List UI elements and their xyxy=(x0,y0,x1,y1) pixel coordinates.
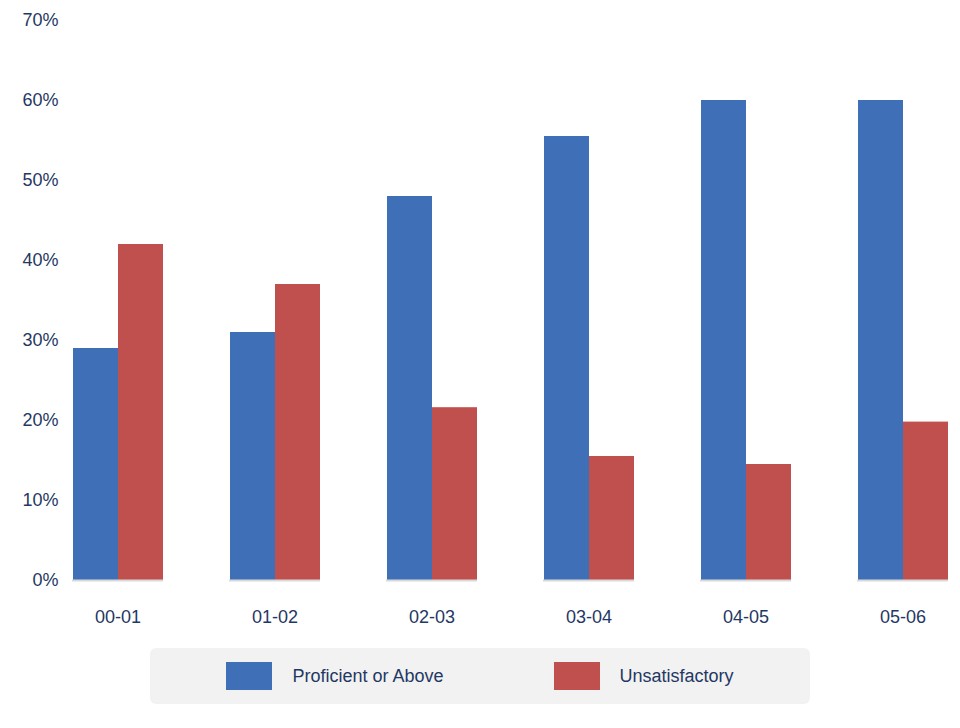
svg-text:60%: 60% xyxy=(22,90,58,110)
svg-text:05-06: 05-06 xyxy=(880,607,926,627)
svg-text:40%: 40% xyxy=(22,250,58,270)
svg-text:50%: 50% xyxy=(22,170,58,190)
html-text:Proficient or Above: Proficient or Above xyxy=(292,665,444,686)
svg-text:10%: 10% xyxy=(22,490,58,510)
svg-text:01-02: 01-02 xyxy=(252,607,298,627)
svg-text:02-03: 02-03 xyxy=(409,607,455,627)
svg-text:00-01: 00-01 xyxy=(95,607,141,627)
html-text:Unsatisfactory: Unsatisfactory xyxy=(619,665,734,686)
svg-text:04-05: 04-05 xyxy=(723,607,769,627)
svg-text:70%: 70% xyxy=(22,10,58,30)
svg-text:20%: 20% xyxy=(22,410,58,430)
svg-text:30%: 30% xyxy=(22,330,58,350)
svg-text:03-04: 03-04 xyxy=(566,607,612,627)
svg-text:0%: 0% xyxy=(32,570,58,590)
